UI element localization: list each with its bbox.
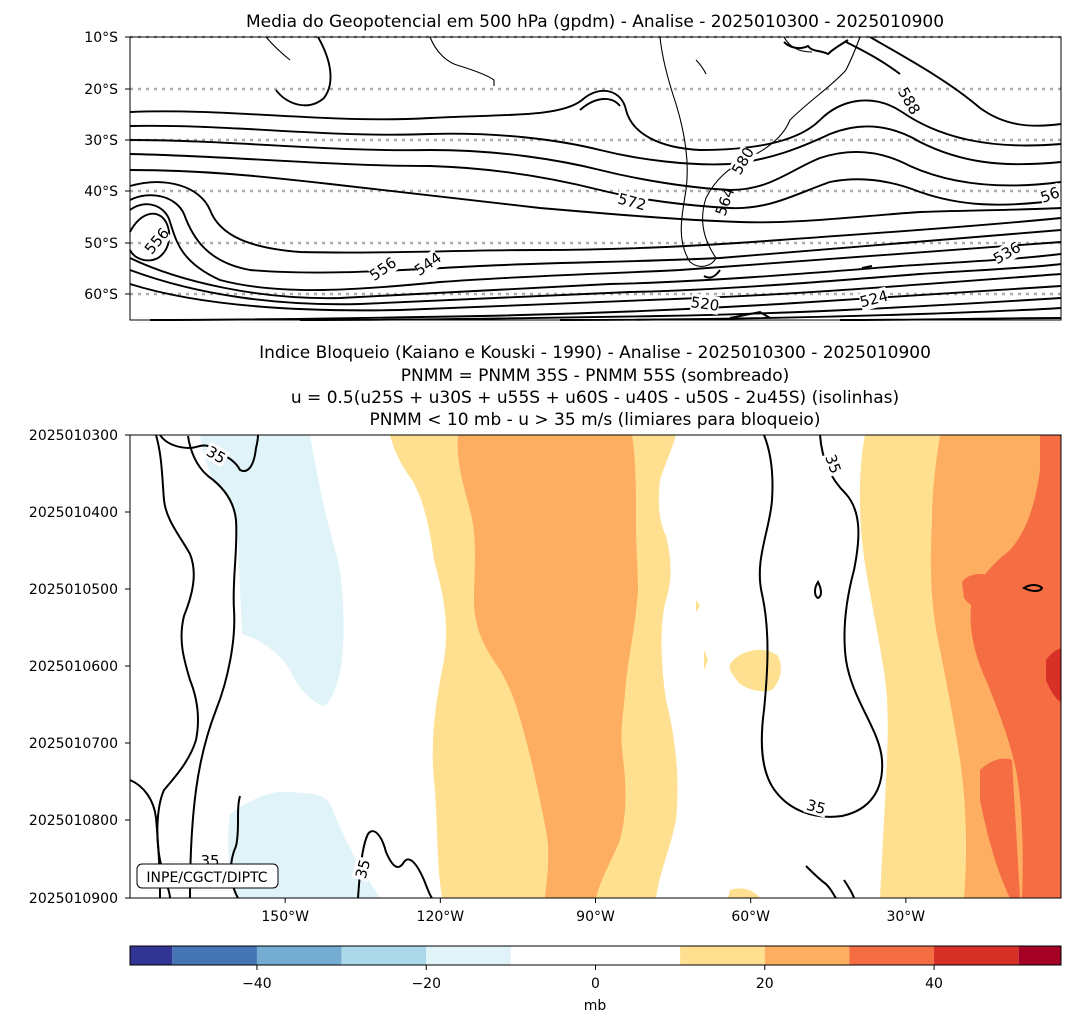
shading-20-30 bbox=[457, 435, 1046, 898]
shading-40-50 bbox=[1046, 648, 1061, 702]
hov-xtick-label: 90°W bbox=[576, 909, 615, 925]
map-ytick-label: 60°S bbox=[84, 287, 118, 303]
hov-ytick-label: 2025010800 bbox=[29, 813, 118, 829]
map-ytick-label: 10°S bbox=[84, 30, 118, 46]
colorbar-box bbox=[426, 946, 511, 965]
colorbar-box bbox=[764, 946, 850, 965]
hov-xtick-label: 60°W bbox=[731, 909, 770, 925]
hov-ytick-label: 2025010900 bbox=[29, 891, 118, 907]
map-title: Media do Geopotencial em 500 hPa (gpdm) … bbox=[246, 12, 944, 32]
islands bbox=[703, 39, 873, 319]
hov-ytick-label: 2025010500 bbox=[29, 582, 118, 598]
colorbar-tick-label: 20 bbox=[756, 976, 774, 992]
hov-x-axis: 150°W 120°W 90°W 60°W 30°W bbox=[261, 898, 925, 925]
hov-ytick-label: 2025010700 bbox=[29, 736, 118, 752]
map-ytick-label: 40°S bbox=[84, 184, 118, 200]
colorbar-box bbox=[680, 946, 765, 965]
hov-xtick-label: 30°W bbox=[886, 909, 925, 925]
shading-30-40 bbox=[962, 435, 1061, 898]
colorbar-tick-label: 40 bbox=[925, 976, 943, 992]
hov-title-line: PNMM = PNMM 35S - PNMM 55S (sombreado) bbox=[401, 366, 790, 386]
map-y-axis: 10°S 20°S 30°S 40°S 50°S 60°S bbox=[84, 30, 130, 303]
hov-ytick-label: 2025010600 bbox=[29, 659, 118, 675]
colorbar-box bbox=[256, 946, 342, 965]
hovmoller-panel: 35 35 35 35 35 INPE/CGCT/DIPTC bbox=[129, 434, 1062, 899]
contour-label-56: 56 bbox=[1038, 183, 1062, 206]
map-ytick-label: 20°S bbox=[84, 82, 118, 98]
colorbar-box bbox=[130, 946, 173, 965]
map-panel: 588 580 572 564 556 556 544 536 524 520 … bbox=[129, 35, 1064, 321]
hov-ytick-label: 2025010300 bbox=[29, 428, 118, 444]
colorbar-box bbox=[1018, 946, 1061, 965]
hov-ytick-label: 2025010400 bbox=[29, 505, 118, 521]
colorbar-tick-label: −40 bbox=[242, 976, 272, 992]
colorbar-box bbox=[341, 946, 427, 965]
colorbar-label: mb bbox=[584, 998, 607, 1014]
colorbar: −40 −20 0 20 40 mb bbox=[129, 945, 1062, 1014]
attribution-box: INPE/CGCT/DIPTC bbox=[136, 863, 279, 889]
colorbar-tick-label: 0 bbox=[591, 976, 600, 992]
map-ytick-label: 30°S bbox=[84, 133, 118, 149]
hov-xtick-label: 120°W bbox=[417, 909, 465, 925]
geopotential-contours bbox=[129, 36, 1062, 321]
colorbar-box bbox=[172, 946, 257, 965]
u-isolines bbox=[129, 434, 1044, 899]
map-ytick-label: 50°S bbox=[84, 236, 118, 252]
colorbar-box bbox=[510, 946, 681, 965]
hov-title-line: PNMM < 10 mb - u > 35 m/s (limiares para… bbox=[370, 410, 821, 430]
isoline-label-35: 35 bbox=[352, 857, 374, 880]
hov-y-axis: 2025010300 2025010400 2025010500 2025010… bbox=[29, 428, 130, 907]
hov-xtick-label: 150°W bbox=[261, 909, 309, 925]
contour-label-520: 520 bbox=[690, 293, 721, 315]
colorbar-ticks: −40 −20 0 20 40 bbox=[242, 965, 943, 992]
isoline-label-35: 35 bbox=[804, 796, 827, 818]
colorbar-boxes bbox=[130, 946, 1061, 965]
isoline-label-35: 35 bbox=[821, 452, 844, 476]
hov-title-line: u = 0.5(u25S + u30S + u55S + u60S - u40S… bbox=[291, 388, 899, 408]
attribution-text: INPE/CGCT/DIPTC bbox=[146, 870, 267, 886]
colorbar-box bbox=[934, 946, 1019, 965]
hovmoller-title: Indice Bloqueio (Kaiano e Kouski - 1990)… bbox=[259, 343, 931, 430]
colorbar-tick-label: −20 bbox=[411, 976, 441, 992]
hov-title-line: Indice Bloqueio (Kaiano e Kouski - 1990)… bbox=[259, 343, 931, 363]
colorbar-box bbox=[849, 946, 935, 965]
